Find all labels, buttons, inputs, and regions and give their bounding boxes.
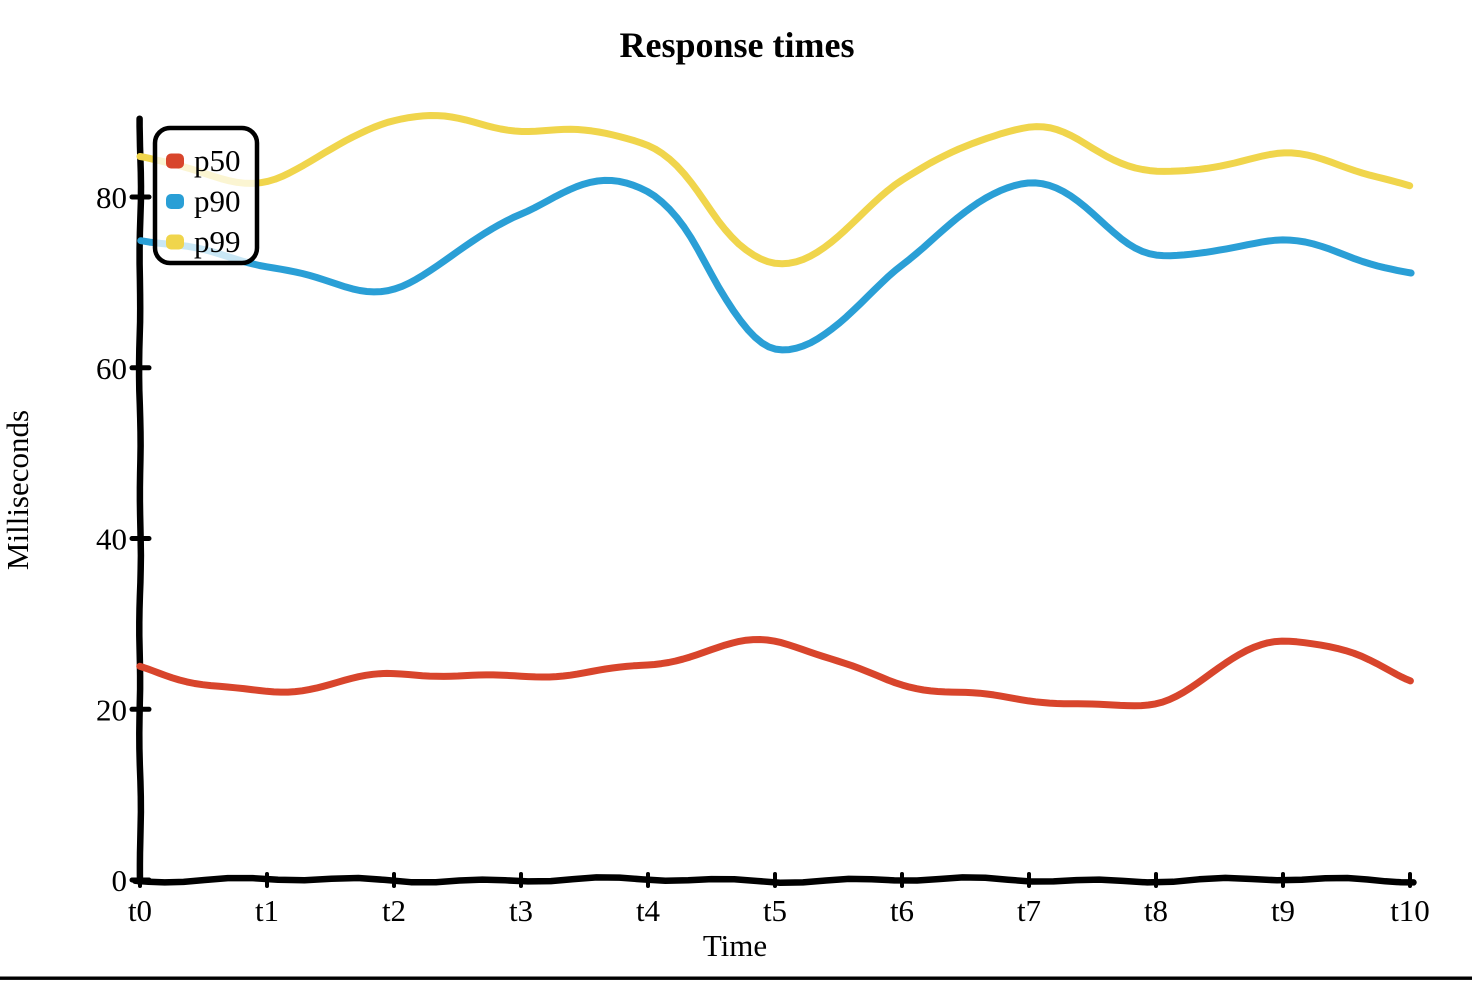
x-tick-label: t10 xyxy=(1390,893,1430,928)
legend-label-p50: p50 xyxy=(194,143,241,178)
legend-marker-p90 xyxy=(166,194,184,209)
y-tick-label: 20 xyxy=(96,692,127,727)
y-axis-line xyxy=(135,115,145,886)
x-tick-label: t8 xyxy=(1144,893,1168,928)
legend-marker-p99 xyxy=(166,234,184,250)
series-line-p50 xyxy=(136,636,1414,710)
x-tick-label: t6 xyxy=(890,893,914,928)
y-tick-label: 0 xyxy=(112,863,128,898)
x-tick-label: t0 xyxy=(128,893,152,928)
legend-marker-p50 xyxy=(166,153,184,169)
x-tick-label: t3 xyxy=(509,893,533,928)
chart-title: Response times xyxy=(620,25,855,65)
y-tick-label: 80 xyxy=(96,180,127,215)
series-line-p99 xyxy=(136,112,1414,268)
y-tick-label: 40 xyxy=(96,522,127,557)
y-tick-label: 60 xyxy=(96,351,127,386)
legend-label-p90: p90 xyxy=(194,184,241,219)
legend-label-p99: p99 xyxy=(194,224,241,259)
bottom-border-line xyxy=(0,976,1472,980)
x-tick-label: t2 xyxy=(382,893,406,928)
x-tick-label: t9 xyxy=(1271,893,1295,928)
series-line-p90 xyxy=(137,176,1415,354)
x-tick-label: t7 xyxy=(1017,893,1041,928)
x-tick-label: t5 xyxy=(763,893,787,928)
x-tick-label: t1 xyxy=(255,893,279,928)
x-axis-line xyxy=(131,874,1417,886)
x-tick-label: t4 xyxy=(636,893,661,928)
x-axis-label: Time xyxy=(703,928,767,963)
y-axis-label: Milliseconds xyxy=(0,410,35,570)
